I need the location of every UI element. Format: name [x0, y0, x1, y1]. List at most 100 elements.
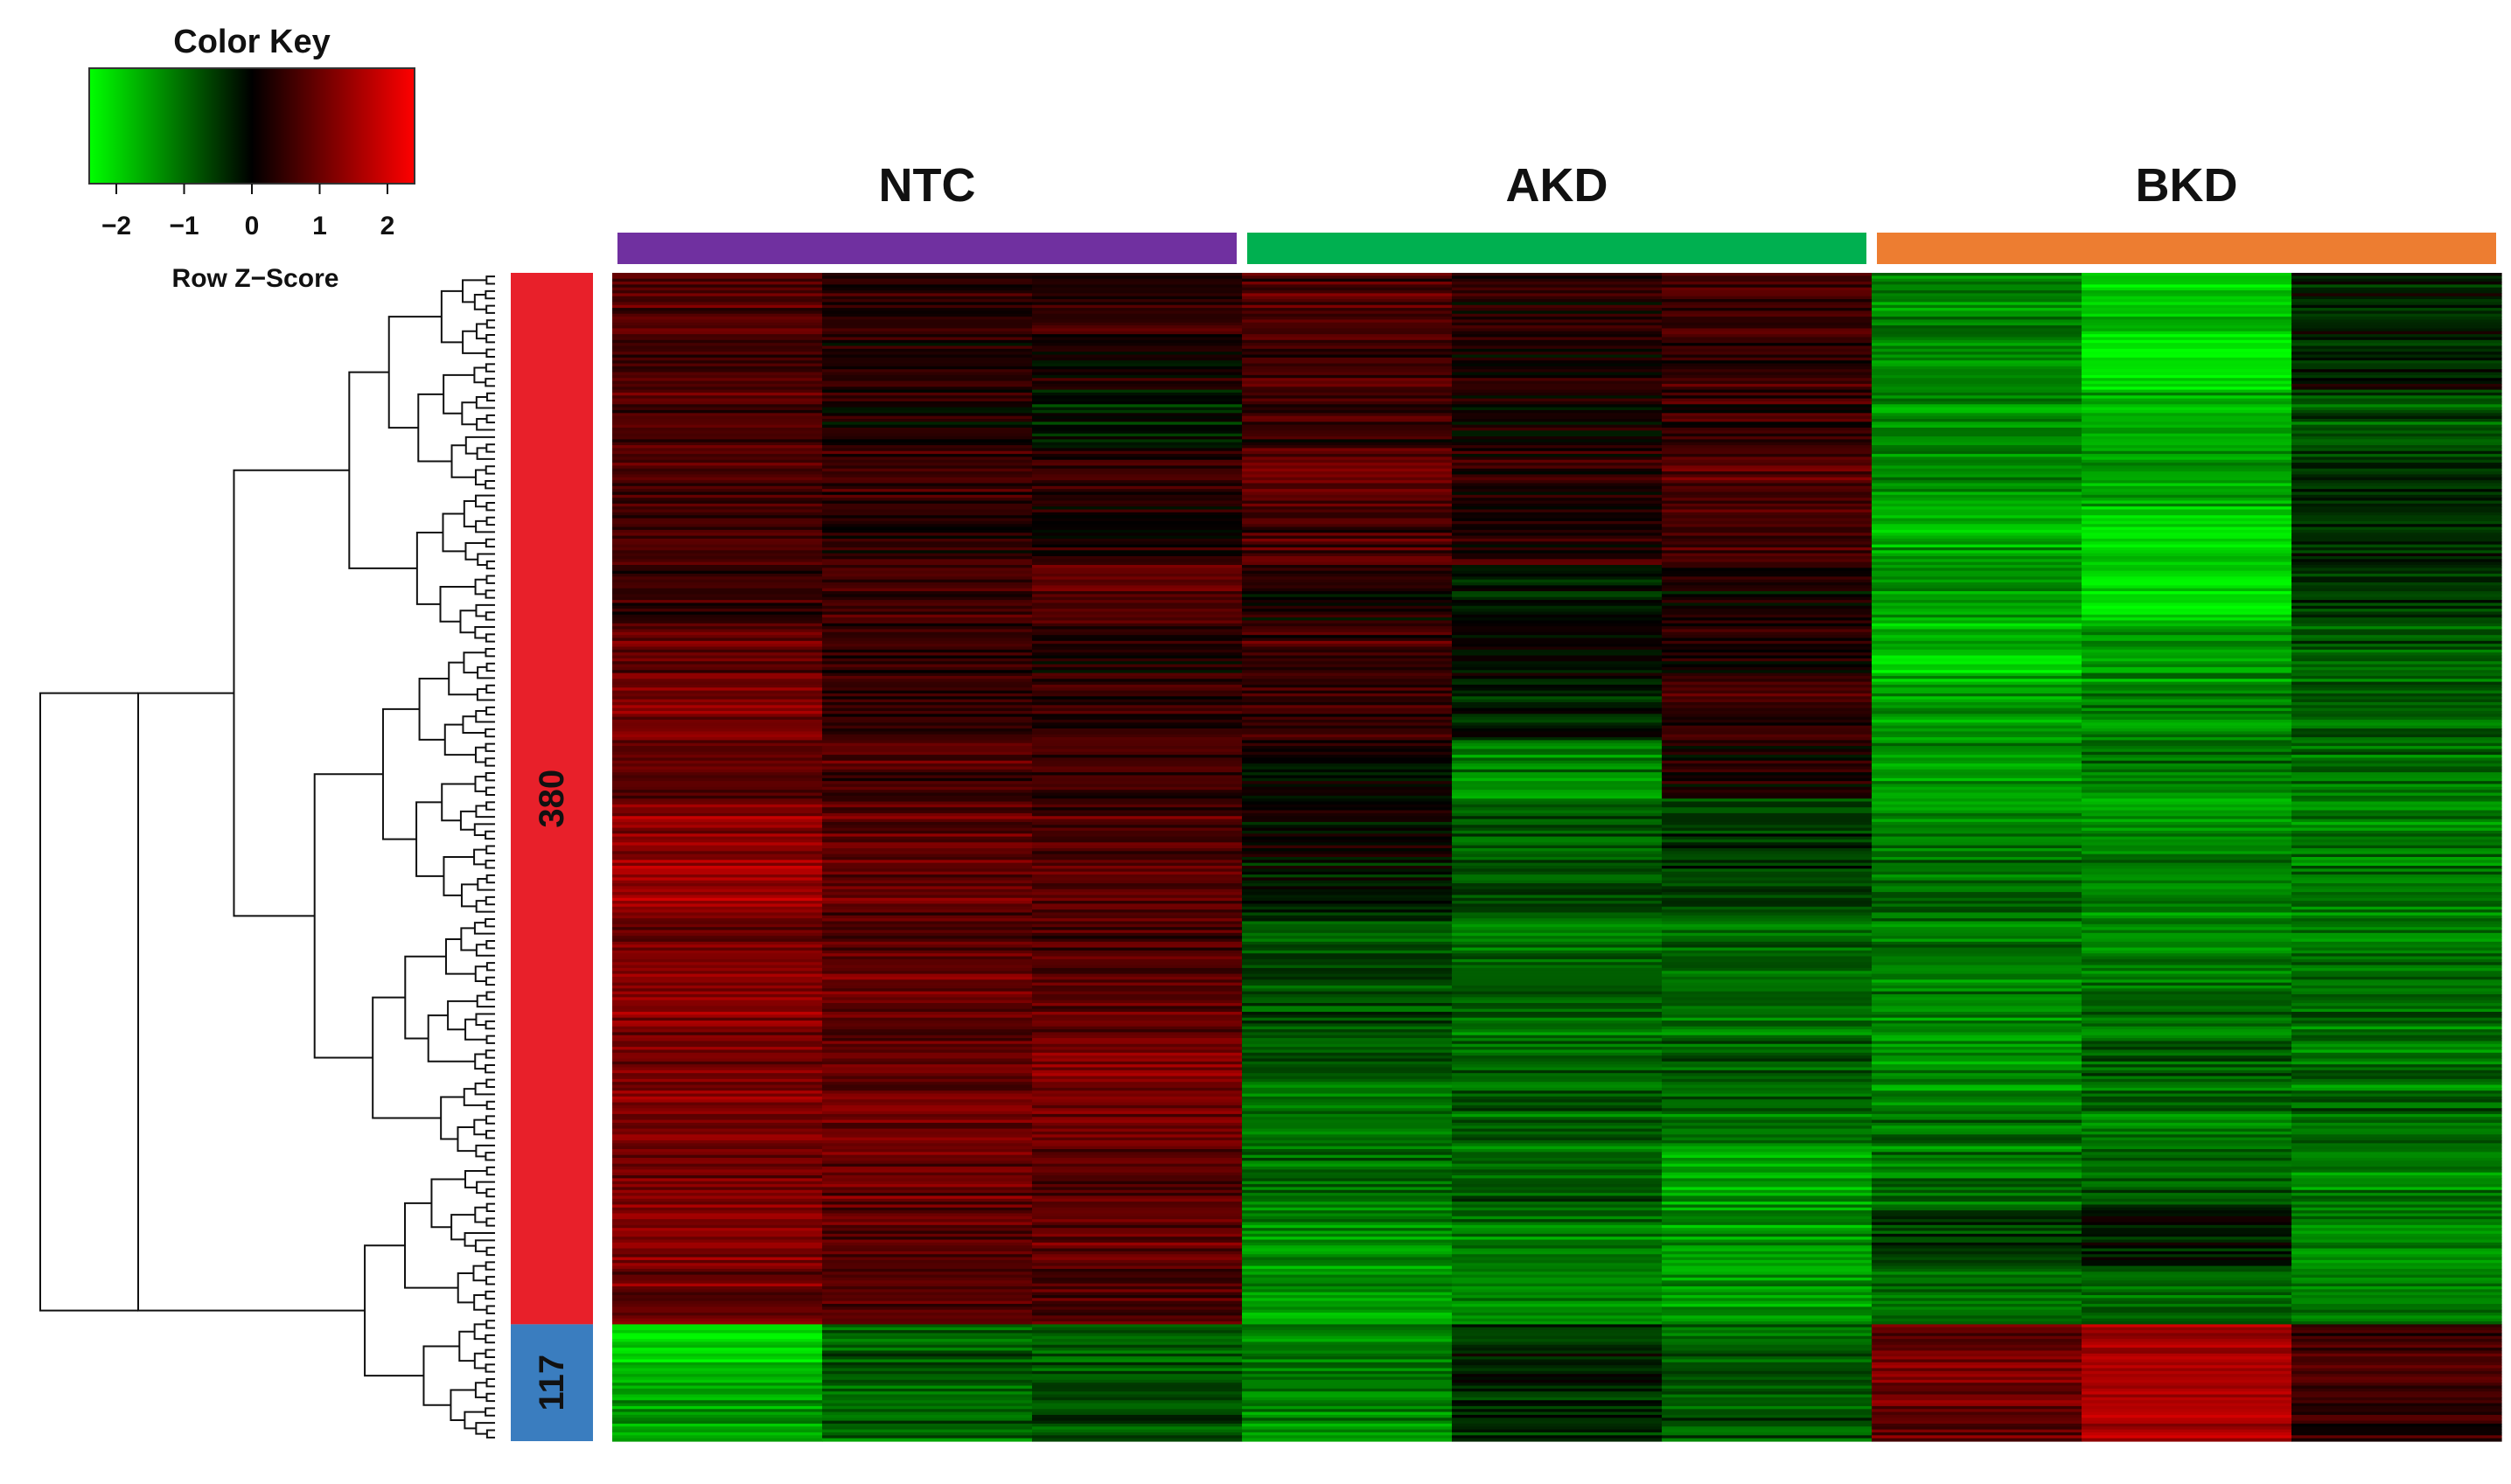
heatmap-cell: [822, 503, 1033, 507]
heatmap-cell: [822, 1237, 1033, 1241]
heatmap-cell: [1452, 821, 1663, 826]
heatmap-cell: [1872, 973, 2082, 978]
dendrogram-branch: [443, 856, 475, 896]
heatmap-cell: [1242, 705, 1453, 709]
heatmap-cell: [1662, 1394, 1873, 1398]
heatmap-cell: [612, 1216, 823, 1220]
heatmap-cell: [1662, 596, 1873, 601]
heatmap-cell: [1242, 629, 1453, 633]
heatmap-cell: [1872, 923, 2082, 928]
heatmap-cell: [1662, 895, 1873, 899]
heatmap-cell: [1662, 716, 1873, 721]
heatmap-cell: [1452, 1348, 1663, 1352]
heatmap-cell: [612, 675, 823, 679]
heatmap-cell: [1452, 720, 1663, 723]
heatmap-cell: [822, 777, 1033, 782]
heatmap-cell: [2291, 903, 2502, 908]
heatmap-cell: [2082, 728, 2292, 732]
heatmap-cell: [822, 489, 1033, 493]
heatmap-cell: [2291, 415, 2502, 420]
heatmap-cell: [1032, 1128, 1243, 1132]
heatmap-cell: [822, 976, 1033, 980]
heatmap-cell: [612, 535, 823, 540]
heatmap-cell: [2291, 1435, 2502, 1439]
heatmap-cell: [1872, 874, 2082, 878]
heatmap-cell: [612, 506, 823, 511]
heatmap-cell: [2291, 463, 2502, 467]
heatmap-cell: [1452, 772, 1663, 777]
heatmap-cell: [1242, 1432, 1453, 1436]
heatmap-cell: [2082, 792, 2292, 797]
heatmap-cell: [822, 1344, 1033, 1348]
heatmap-cell: [1032, 1158, 1243, 1161]
heatmap-cell: [1242, 714, 1453, 718]
heatmap-cell: [1242, 591, 1453, 595]
heatmap-cell: [1662, 1374, 1873, 1378]
heatmap-cell: [1662, 620, 1873, 624]
heatmap-cell: [1662, 950, 1873, 954]
heatmap-cell: [1032, 357, 1243, 361]
heatmap-cell: [1242, 1069, 1453, 1074]
heatmap-cell: [2291, 971, 2502, 975]
heatmap-cell: [1032, 319, 1243, 324]
heatmap-cell: [2082, 672, 2292, 677]
heatmap-cell: [1662, 1198, 1873, 1202]
heatmap-cell: [2082, 1268, 2292, 1272]
heatmap-cell: [1452, 1189, 1663, 1194]
heatmap-cell: [2291, 1333, 2502, 1337]
heatmap-cell: [2291, 509, 2502, 513]
heatmap-cell: [1452, 1242, 1663, 1246]
heatmap-cell: [1662, 1219, 1873, 1223]
heatmap-cell: [1872, 631, 2082, 636]
dendrogram-branch: [485, 917, 495, 928]
heatmap-cell: [1032, 1237, 1243, 1241]
heatmap-cell: [822, 603, 1033, 607]
heatmap-cell: [1032, 737, 1243, 741]
heatmap-cell: [1452, 433, 1663, 437]
heatmap-cell: [822, 812, 1033, 817]
heatmap-cell: [1242, 1219, 1453, 1223]
heatmap-cell: [822, 792, 1033, 797]
heatmap-cell: [1662, 284, 1873, 289]
heatmap-cell: [612, 1356, 823, 1361]
dendrogram-branch: [458, 1330, 475, 1362]
heatmap-cell: [1662, 991, 1873, 995]
heatmap-cell: [612, 722, 823, 727]
heatmap-cell: [1662, 445, 1873, 449]
heatmap-cell: [612, 740, 823, 744]
heatmap-cell: [2291, 851, 2502, 855]
heatmap-cell: [1032, 1245, 1243, 1250]
heatmap-cell: [1662, 1189, 1873, 1194]
heatmap-cell: [2291, 696, 2502, 700]
heatmap-cell: [1242, 868, 1453, 873]
heatmap-cell: [822, 1438, 1033, 1442]
heatmap-cell: [612, 354, 823, 359]
heatmap-cell: [612, 524, 823, 528]
heatmap-cell: [1242, 734, 1453, 738]
heatmap-cell: [2291, 661, 2502, 665]
heatmap-cell: [2082, 769, 2292, 773]
heatmap-cell: [1872, 1093, 2082, 1097]
heatmap-cell: [1452, 640, 1663, 644]
heatmap-cell: [2291, 1006, 2502, 1010]
heatmap-cell: [1872, 1219, 2082, 1223]
heatmap-cell: [822, 1295, 1033, 1299]
heatmap-cell: [612, 1029, 823, 1033]
heatmap-cell: [2082, 1202, 2292, 1206]
heatmap-cell: [2082, 304, 2292, 309]
heatmap-cell: [1242, 345, 1453, 350]
heatmap-cell: [1032, 422, 1243, 426]
heatmap-cell: [1872, 541, 2082, 546]
heatmap-cell: [2082, 1370, 2292, 1375]
heatmap-cell: [2291, 1163, 2502, 1167]
heatmap-cell: [1452, 401, 1663, 405]
heatmap-cell: [612, 369, 823, 373]
heatmap-cell: [612, 401, 823, 405]
heatmap-cell: [1872, 500, 2082, 505]
dendrogram-branch: [457, 1272, 475, 1304]
heatmap-cell: [1452, 1233, 1663, 1237]
heatmap-cell: [1872, 302, 2082, 306]
heatmap-cell: [1452, 1104, 1663, 1109]
heatmap-cell: [822, 1222, 1033, 1226]
heatmap-cell: [1872, 1073, 2082, 1077]
